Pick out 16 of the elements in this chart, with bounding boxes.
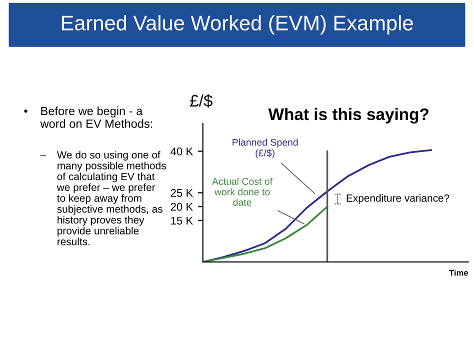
y-tick-label: 25 K	[170, 189, 194, 197]
text: Actual Cost of work done to date	[212, 178, 273, 206]
x-axis-title: Time	[449, 270, 468, 276]
y-tick-label: 40 K	[170, 147, 194, 156]
line-series	[202, 206, 328, 262]
chart-title: Earned Value Worked (EVM) Example	[62, 15, 413, 35]
text: We do so using one of many possible methods of calculating EV that we prefer – we prefer to keep away from subjective methods, as history proves they provide unreliable results.	[56, 150, 166, 246]
annotation: Expenditure variance?	[346, 194, 450, 204]
y-tick-label: 15 K	[171, 216, 194, 225]
text: Before we begin - a word on EV Methods:	[40, 106, 152, 128]
text: Planned Spend (£/$)	[232, 138, 298, 158]
y-tick-label: 20 K	[170, 202, 194, 211]
text: –	[40, 155, 46, 156]
text: •	[24, 110, 28, 113]
y-axis-title: £/$	[190, 94, 212, 108]
chart-subtitle: What is this saying?	[268, 108, 428, 124]
